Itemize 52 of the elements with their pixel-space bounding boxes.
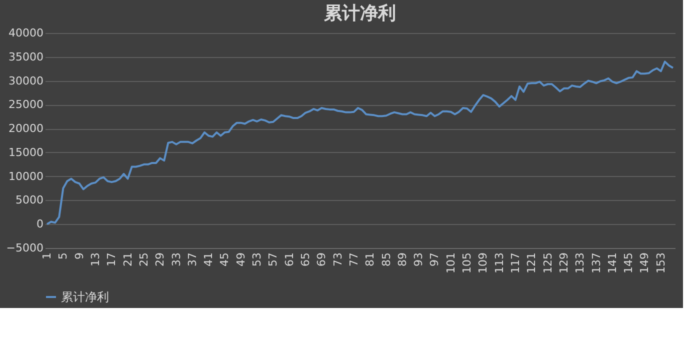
x-tick-label: 13	[88, 252, 102, 266]
x-tick-label: 121	[525, 252, 538, 274]
x-tick-label: 117	[508, 252, 522, 274]
x-tick-label: 85	[380, 252, 393, 266]
y-tick-label: 35000	[8, 50, 44, 64]
x-tick-label: 21	[121, 252, 134, 266]
y-tick-label: 5000	[16, 194, 44, 207]
x-tick-label: 141	[606, 252, 619, 274]
x-tick-label: 77	[347, 252, 360, 266]
x-tick-label: 89	[396, 252, 409, 266]
x-tick-label: 125	[541, 252, 554, 274]
x-tick-label: 105	[460, 252, 474, 274]
x-tick-label: 33	[170, 252, 183, 266]
x-tick-label: 145	[622, 252, 636, 274]
x-tick-label: 137	[590, 252, 603, 274]
y-tick-label: 20000	[8, 122, 44, 136]
x-tick-label: 153	[654, 252, 668, 274]
legend-label: 累计净利	[61, 290, 109, 304]
x-tick-label: 69	[315, 252, 328, 266]
x-tick-label: 133	[574, 252, 587, 274]
y-tick-label: 40000	[8, 26, 44, 40]
y-tick-label: 0	[36, 218, 44, 231]
x-tick-label: 109	[476, 252, 490, 274]
x-tick-label: 1	[40, 252, 54, 260]
y-tick-label: 15000	[8, 146, 44, 159]
y-tick-label: 10000	[8, 170, 44, 183]
x-tick-label: 17	[105, 252, 118, 266]
x-tick-label: 53	[250, 252, 264, 266]
x-tick-label: 113	[492, 252, 506, 274]
x-tick-label: 45	[218, 252, 232, 266]
x-tick-label: 93	[412, 252, 426, 266]
x-tick-label: 81	[364, 252, 377, 266]
x-tick-label: 129	[557, 252, 570, 274]
chart-title: 累计净利	[323, 3, 396, 24]
y-tick-label: 30000	[8, 74, 44, 88]
x-tick-label: 5	[56, 252, 70, 260]
x-tick-label: 37	[186, 252, 199, 266]
x-tick-label: 9	[72, 252, 86, 260]
x-tick-label: 29	[154, 252, 167, 266]
x-tick-label: 57	[266, 252, 280, 266]
x-tick-label: 149	[638, 252, 652, 274]
x-tick-label: 65	[298, 252, 312, 266]
x-tick-label: 97	[428, 252, 442, 266]
y-tick-label: 25000	[8, 98, 44, 112]
x-tick-label: 101	[444, 252, 458, 274]
x-tick-label: 73	[331, 252, 344, 266]
x-tick-label: 41	[202, 252, 216, 266]
x-tick-label: 25	[137, 252, 150, 266]
x-tick-label: 49	[234, 252, 248, 266]
line-series	[46, 60, 674, 226]
x-tick-label: 61	[282, 252, 296, 266]
y-tick-label: −5000	[6, 242, 44, 254]
